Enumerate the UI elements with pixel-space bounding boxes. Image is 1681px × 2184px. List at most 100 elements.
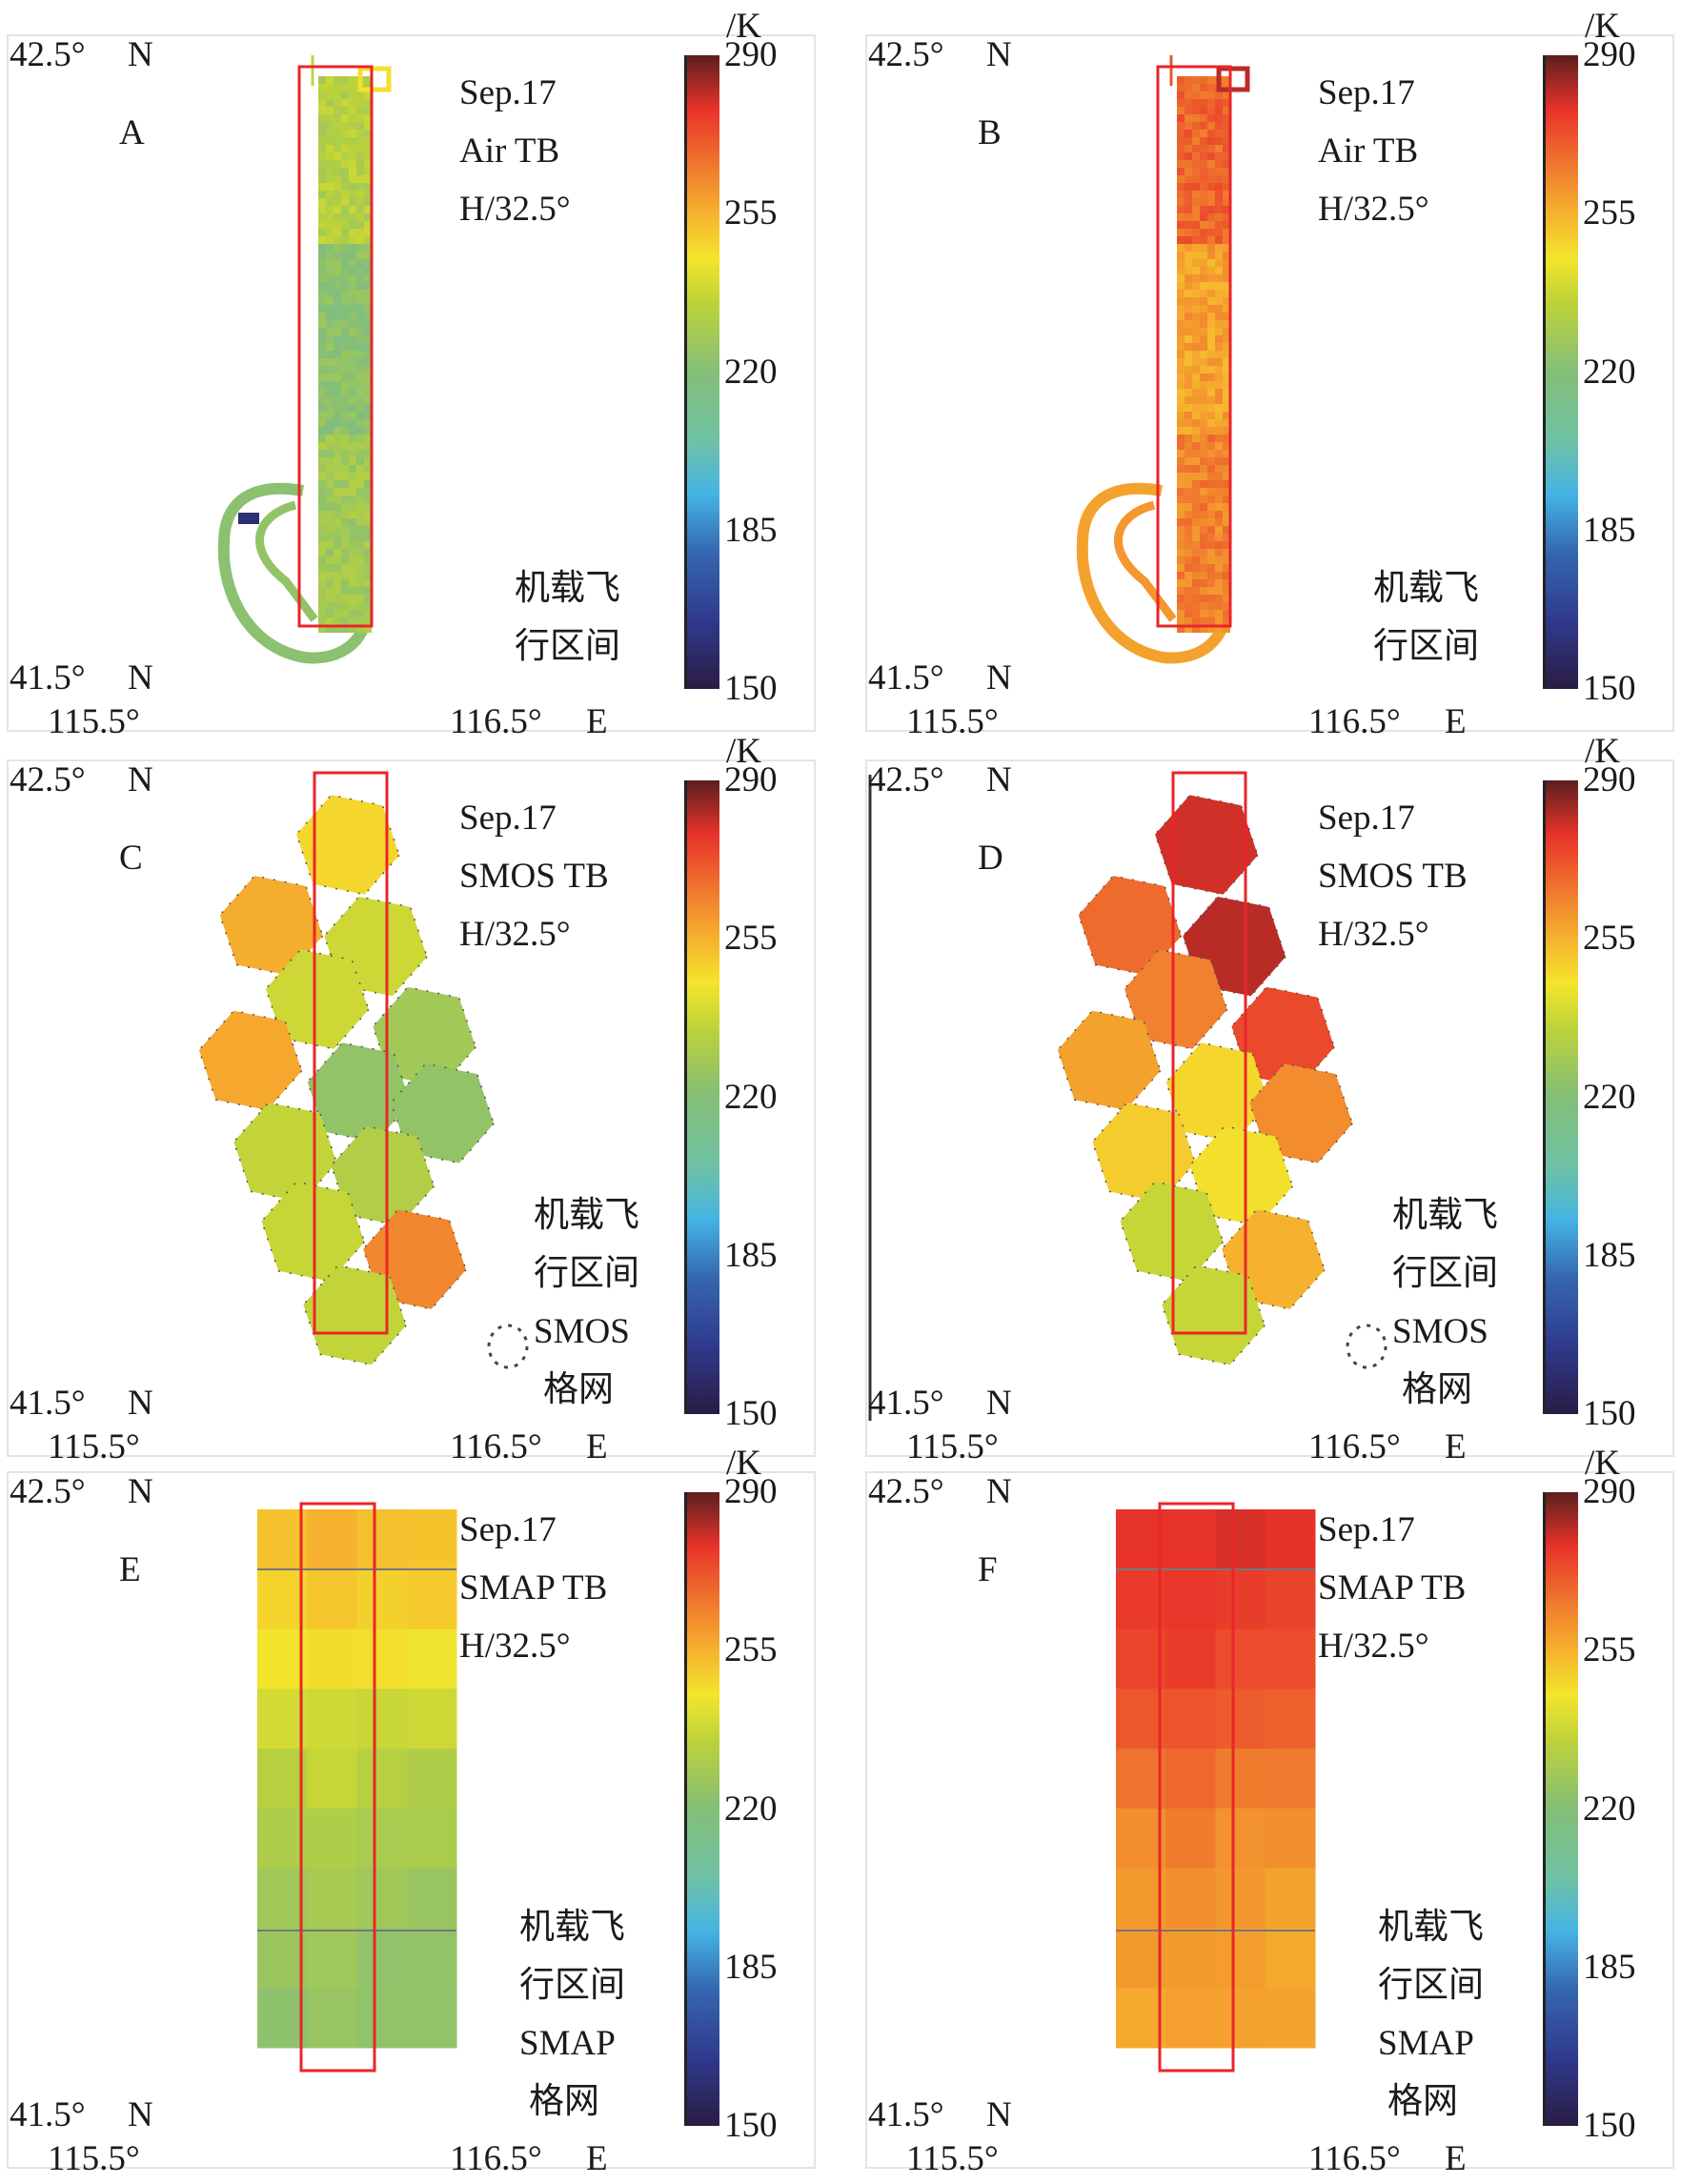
tb-pixel <box>349 503 356 511</box>
tb-pixel <box>1185 602 1192 610</box>
tb-pixel <box>1207 495 1215 503</box>
tb-pixel <box>1207 450 1215 457</box>
legend-text: 机载飞 <box>515 569 620 608</box>
tb-pixel <box>364 457 372 465</box>
smap-grid-cell <box>307 1749 357 1810</box>
tb-pixel <box>326 84 334 91</box>
tb-pixel <box>341 389 349 396</box>
tb-pixel <box>349 435 356 442</box>
tb-pixel <box>1215 457 1223 465</box>
tb-pixel <box>1192 587 1200 595</box>
smap-grid-cell <box>356 1628 408 1689</box>
tb-pixel <box>326 229 334 236</box>
tb-pixel <box>1200 290 1207 297</box>
smos-grid-cell <box>1230 986 1336 1088</box>
lat-top-dir: N <box>986 1472 1012 1511</box>
tb-pixel <box>326 198 334 206</box>
tb-pixel <box>1223 572 1230 579</box>
smap-grid-cell <box>1165 1509 1216 1570</box>
tb-pixel <box>1185 518 1192 526</box>
tb-pixel <box>356 549 364 556</box>
tb-pixel <box>326 343 334 351</box>
tb-pixel <box>364 290 372 297</box>
tb-pixel <box>326 160 334 168</box>
smap-grid-cell <box>1265 1868 1316 1929</box>
tb-pixel <box>1192 320 1200 328</box>
tb-pixel <box>364 282 372 290</box>
colorbar <box>684 1492 719 2126</box>
tb-pixel <box>1185 282 1192 290</box>
smap-grid-cell <box>406 1628 457 1689</box>
tb-pixel <box>1207 579 1215 587</box>
tb-pixel <box>1192 564 1200 572</box>
tb-pixel <box>349 259 356 267</box>
tb-pixel <box>1215 358 1223 366</box>
tb-pixel <box>341 511 349 518</box>
tb-pixel <box>356 252 364 259</box>
tb-pixel <box>349 305 356 313</box>
tb-pixel <box>318 145 326 152</box>
legend-text: 行区间 <box>1378 1966 1484 2005</box>
tb-pixel <box>1223 473 1230 480</box>
flight-area-box <box>297 65 374 628</box>
tb-pixel <box>364 579 372 587</box>
tb-pixel <box>318 480 326 488</box>
tb-pixel <box>1192 473 1200 480</box>
tb-pixel <box>334 198 341 206</box>
smap-grid-cell <box>406 1749 457 1810</box>
colorbar-tick-label: 290 <box>724 1472 778 1511</box>
tb-pixel <box>356 495 364 503</box>
tb-pixel <box>326 435 334 442</box>
tb-map <box>217 55 392 664</box>
tb-pixel <box>1192 358 1200 366</box>
tb-pixel <box>318 381 326 389</box>
tb-pixel <box>334 389 341 396</box>
tb-pixel <box>349 579 356 587</box>
lat-bottom-dir: N <box>128 658 153 698</box>
tb-pixel <box>356 213 364 221</box>
tb-pixel <box>1185 160 1192 168</box>
tb-pixel <box>1223 511 1230 518</box>
tb-pixel <box>1192 465 1200 473</box>
tb-pixel <box>1200 191 1207 198</box>
tb-pixel <box>1215 168 1223 175</box>
tb-pixel <box>341 572 349 579</box>
tb-pixel <box>318 488 326 495</box>
tb-pixel <box>1177 145 1185 152</box>
tb-pixel <box>334 541 341 549</box>
legend-text: 格网 <box>529 2082 599 2121</box>
tb-pixel <box>1177 198 1185 206</box>
tb-pixel <box>1207 99 1215 107</box>
tb-pixel <box>356 404 364 412</box>
tb-pixel <box>341 534 349 541</box>
tb-pixel <box>326 602 334 610</box>
tb-pixel <box>1200 206 1207 213</box>
tb-pixel <box>1200 457 1207 465</box>
tb-pixel <box>356 473 364 480</box>
tb-pixel <box>1200 145 1207 152</box>
tb-pixel <box>364 206 372 213</box>
tb-pixel <box>1215 313 1223 320</box>
smap-grid-cell <box>1165 1749 1216 1810</box>
tb-pixel <box>318 206 326 213</box>
tb-pixel <box>1185 389 1192 396</box>
tb-pixel <box>318 290 326 297</box>
smap-grid-cell <box>406 1868 457 1929</box>
tb-pixel <box>334 450 341 457</box>
tb-pixel <box>1192 389 1200 396</box>
tb-pixel <box>334 374 341 381</box>
lat-top-label: 42.5° <box>868 35 944 74</box>
tb-pixel <box>364 145 372 152</box>
tb-pixel <box>1215 320 1223 328</box>
tb-pixel <box>326 221 334 229</box>
tb-pixel <box>334 328 341 335</box>
tb-pixel <box>1207 130 1215 137</box>
tb-pixel <box>1177 381 1185 389</box>
tb-pixel <box>364 130 372 137</box>
tb-pixel <box>1207 587 1215 595</box>
tb-pixel <box>1200 175 1207 183</box>
tb-pixel <box>341 328 349 335</box>
tb-pixel <box>1192 259 1200 267</box>
tb-pixel <box>356 572 364 579</box>
tb-pixel <box>349 198 356 206</box>
